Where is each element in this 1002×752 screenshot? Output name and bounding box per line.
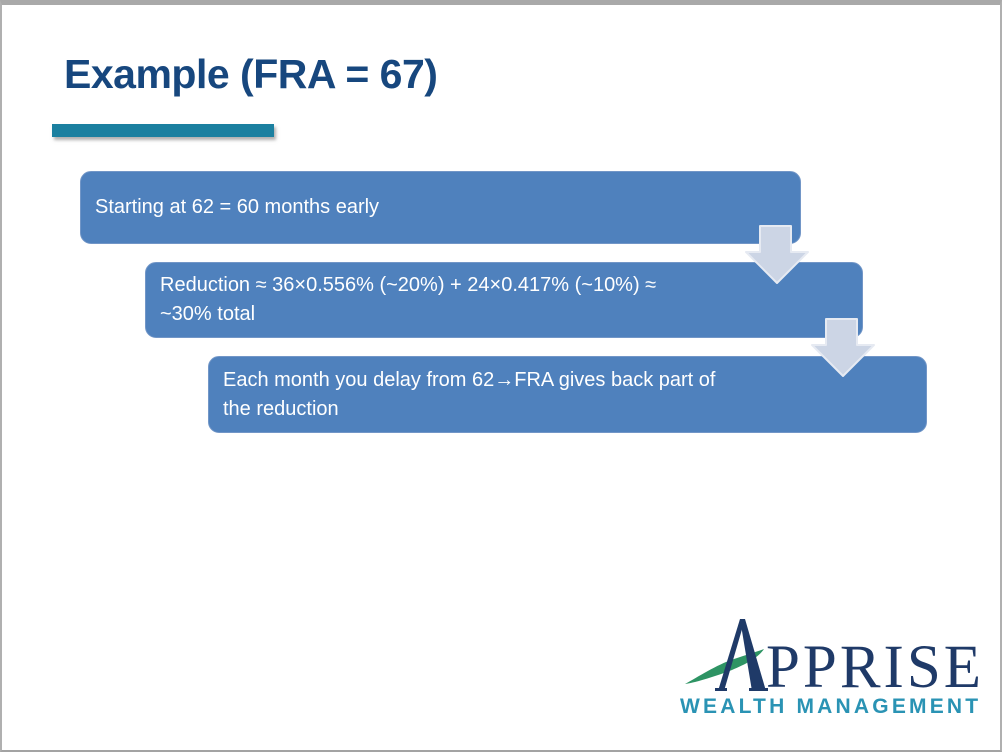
step-box-2: Reduction ≈ 36×0.556% (~20%) + 24×0.417%… (145, 262, 863, 338)
down-arrow-icon (745, 225, 809, 284)
apprise-a-swoosh-icon (685, 619, 768, 691)
slide-title: Example (FRA = 67) (64, 51, 438, 97)
apprise-logo: PPRISE WEALTH MANAGEMENT (670, 615, 986, 725)
step-2-text: Reduction ≈ 36×0.556% (~20%) + 24×0.417%… (160, 274, 657, 325)
step-box-1: Starting at 62 = 60 months early (80, 171, 801, 244)
logo-tagline-text: WEALTH MANAGEMENT (680, 695, 982, 718)
logo-brand-text: PPRISE (766, 634, 985, 701)
title-underline-bar (52, 124, 274, 137)
step-box-3: Each month you delay from 62→FRA gives b… (208, 356, 927, 433)
step-1-text: Starting at 62 = 60 months early (95, 196, 380, 218)
step-3-text: Each month you delay from 62→FRA gives b… (223, 368, 716, 420)
down-arrow-icon (811, 318, 875, 377)
